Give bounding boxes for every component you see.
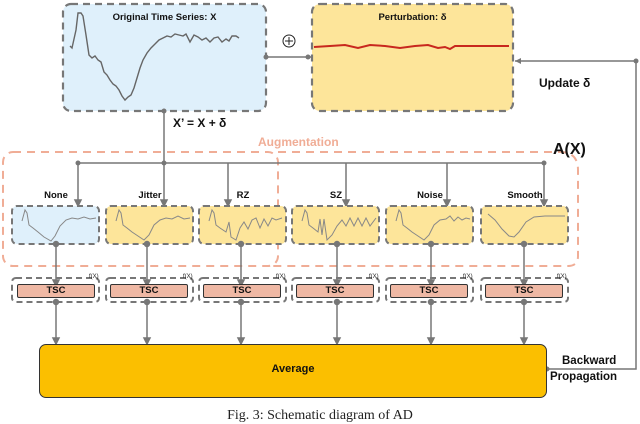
tsc-block-1: TSC — [17, 284, 95, 298]
aug-box-noise — [385, 205, 474, 245]
aug-box-jitter — [105, 205, 194, 245]
perturbation-curve — [313, 43, 509, 51]
tsc-block-3: TSC — [203, 284, 281, 298]
aug-label-none: None — [44, 190, 68, 201]
augmentation-group — [2, 151, 279, 267]
fx-label-3: f(X) — [276, 274, 286, 280]
perturbation-title: Perturbation: δ — [378, 12, 447, 23]
fx-label-5: f(X) — [463, 274, 473, 280]
average-block: Average — [39, 344, 547, 398]
tsc-block-4: TSC — [296, 284, 374, 298]
tsc-block-6: TSC — [485, 284, 563, 298]
fx-label-6: f(X) — [557, 274, 567, 280]
aug-box-sz — [291, 205, 380, 245]
aug-label-noise: Noise — [417, 190, 443, 201]
original-series-curve — [69, 12, 240, 102]
propagation-label: Propagation — [550, 371, 618, 383]
figure-caption: Fig. 3: Schematic diagram of AD — [227, 408, 413, 423]
fx-label-4: f(X) — [369, 274, 379, 280]
update-delta-label: Update δ — [539, 76, 591, 90]
fx-label-1: f(X) — [89, 274, 99, 280]
aug-label-jitter: Jitter — [138, 190, 162, 201]
augmentation-label: Augmentation — [258, 135, 339, 149]
plus-circle-icon — [282, 34, 296, 48]
original-series-title: Original Time Series: X — [112, 12, 217, 23]
aug-label-smooth: Smooth — [507, 190, 543, 201]
backward-label: Backward — [562, 355, 617, 367]
aug-box-none — [11, 205, 100, 245]
aug-label-rz: RZ — [236, 190, 250, 201]
aug-label-sz: SZ — [329, 190, 343, 201]
tsc-block-2: TSC — [110, 284, 188, 298]
equation-label: X’ = X + δ — [173, 116, 227, 130]
augmentation-group-label: A(X) — [553, 141, 586, 158]
fx-label-2: f(X) — [183, 274, 193, 280]
average-label: Average — [271, 363, 315, 375]
tsc-block-5: TSC — [390, 284, 468, 298]
perturbation-title-wrap: Perturbation: δ — [312, 4, 513, 24]
original-series-title-wrap: Original Time Series: X — [63, 4, 266, 24]
